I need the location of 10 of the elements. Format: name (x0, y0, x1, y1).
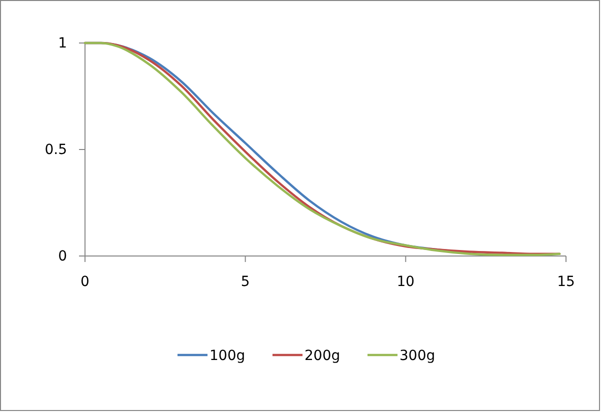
y-tick-label: 0.5 (44, 142, 67, 158)
y-tick-label: 1 (58, 35, 67, 52)
x-tick-label: 15 (557, 274, 575, 290)
legend-label: 200g (304, 348, 340, 364)
legend-label: 300g (400, 348, 436, 364)
x-tick-label: 5 (240, 274, 250, 290)
y-tick-label: 0 (58, 248, 67, 264)
legend-label: 100g (210, 348, 246, 364)
x-tick-label: 0 (80, 274, 90, 290)
x-tick-label: 10 (396, 274, 415, 290)
